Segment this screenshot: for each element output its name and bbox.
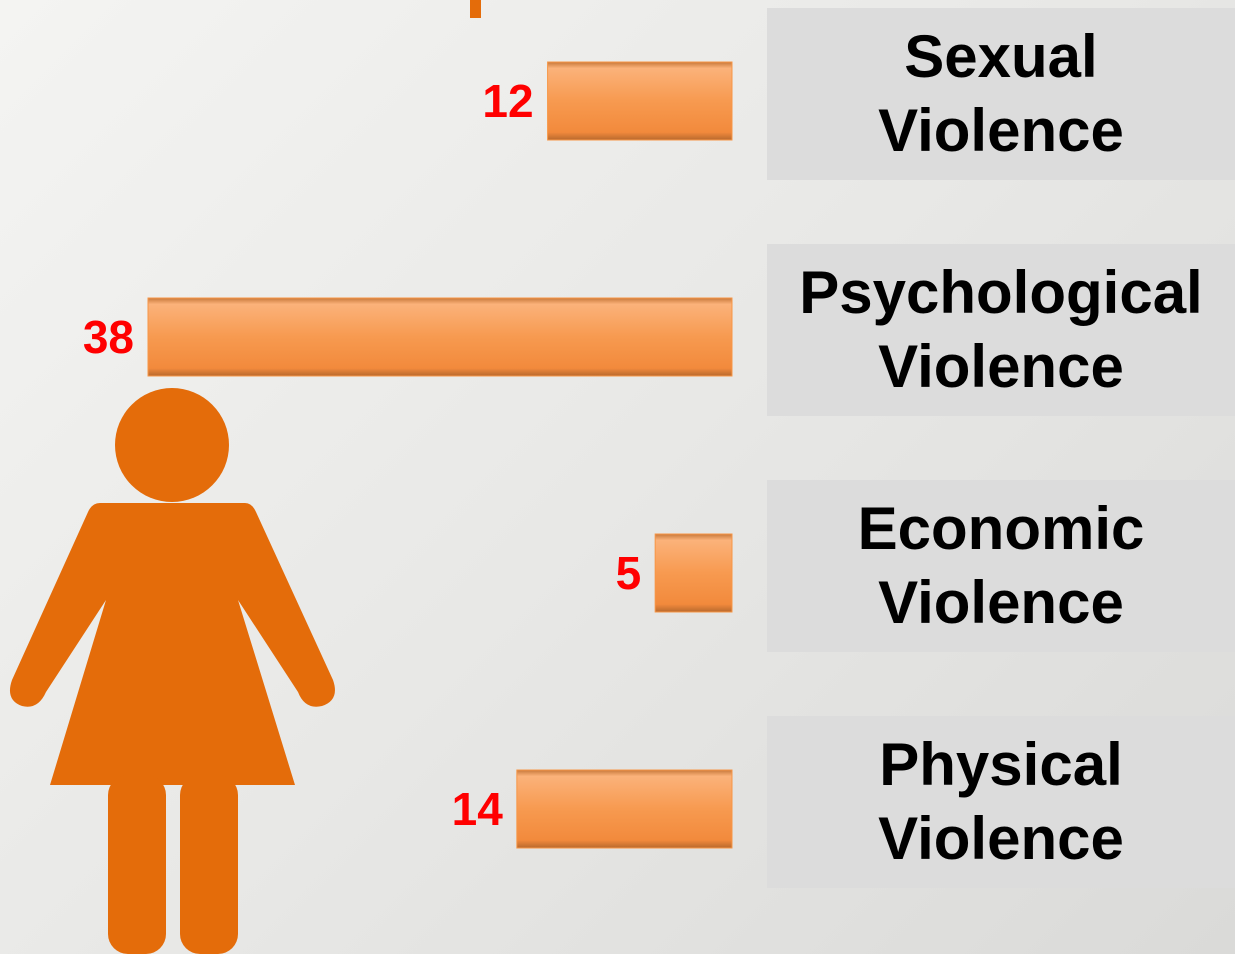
decoration (470, 0, 481, 18)
category-label: Psychological Violence (767, 244, 1235, 416)
category-label: Economic Violence (767, 480, 1235, 652)
value-label: 38 (83, 311, 134, 363)
bar (654, 533, 733, 613)
bar (147, 297, 733, 377)
value-label: 14 (452, 783, 504, 835)
value-label: 5 (616, 547, 642, 599)
category-label: Physical Violence (767, 716, 1235, 888)
woman-icon (9, 388, 335, 954)
bar (516, 769, 733, 849)
category-label: Sexual Violence (767, 8, 1235, 180)
value-label: 12 (482, 75, 533, 127)
bar (547, 61, 733, 141)
